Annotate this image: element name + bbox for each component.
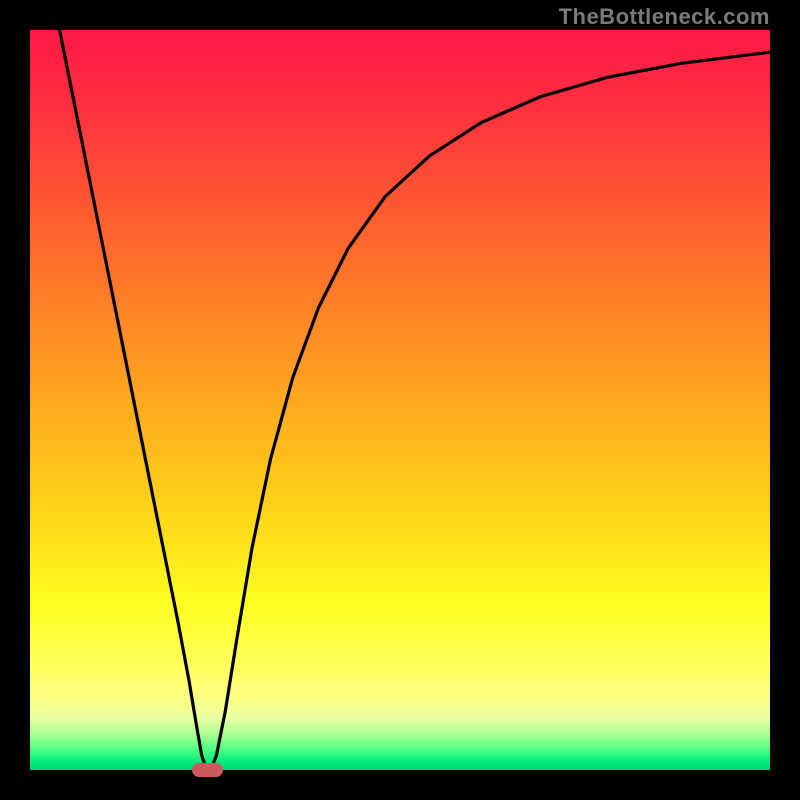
chart-canvas: TheBottleneck.com [0,0,800,800]
minimum-marker [192,763,223,776]
curve-path [60,30,770,769]
curve-svg [30,30,770,770]
watermark-text: TheBottleneck.com [559,4,770,30]
plot-area [30,30,770,770]
